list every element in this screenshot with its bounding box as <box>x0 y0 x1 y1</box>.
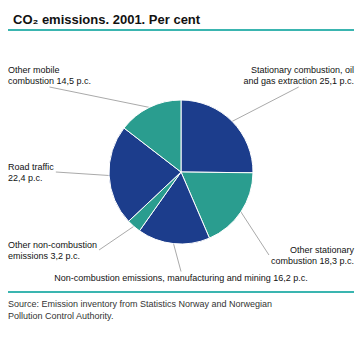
svg-text:combustion 18,3 p.c.: combustion 18,3 p.c. <box>271 256 354 266</box>
svg-text:combustion 14,5 p.c.: combustion 14,5 p.c. <box>8 76 91 86</box>
svg-text:Source: Emission inventory fro: Source: Emission inventory from Statisti… <box>8 299 272 309</box>
svg-text:22,4 p.c.: 22,4 p.c. <box>8 173 43 183</box>
svg-text:Other stationary: Other stationary <box>290 245 355 255</box>
svg-text:Other non-combustion: Other non-combustion <box>8 240 97 250</box>
svg-text:and gas extraction 25,1 p.c.: and gas extraction 25,1 p.c. <box>243 76 354 86</box>
svg-text:Pollution Control Authority.: Pollution Control Authority. <box>8 311 113 321</box>
svg-text:Road traffic: Road traffic <box>8 162 54 172</box>
svg-text:emissions 3,2 p.c.: emissions 3,2 p.c. <box>8 251 80 261</box>
svg-text:Stationary combustion, oil: Stationary combustion, oil <box>251 65 354 75</box>
svg-text:Non-combustion emissions, manu: Non-combustion emissions, manufacturing … <box>54 273 308 283</box>
svg-text:CO₂ emissions. 2001. Per cent: CO₂ emissions. 2001. Per cent <box>13 12 201 27</box>
svg-text:Other mobile: Other mobile <box>8 65 60 75</box>
